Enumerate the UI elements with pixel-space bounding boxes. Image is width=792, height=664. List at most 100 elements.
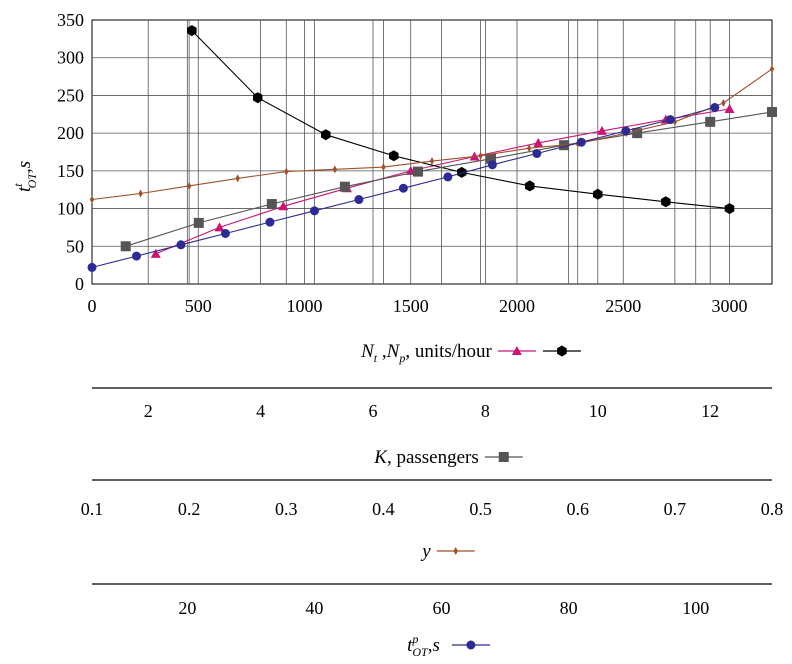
data-point-hexagon xyxy=(525,180,535,192)
x-tick-label-nt: 2500 xyxy=(605,296,641,316)
data-point-hexagon xyxy=(724,203,735,215)
data-point-circle xyxy=(265,217,275,227)
data-point-circle xyxy=(576,137,586,147)
data-point-circle xyxy=(220,228,230,238)
x-axis-label-y: y xyxy=(420,541,431,562)
x-axis-label-tp: tp OT,s xyxy=(407,632,440,659)
x-tick-label-k: 2 xyxy=(144,401,153,421)
x-tick-label-y: 0.3 xyxy=(275,499,298,519)
x-tick-label-tp: 20 xyxy=(178,598,196,618)
y-tick-label: 350 xyxy=(57,10,84,30)
data-point-triangle xyxy=(150,248,161,258)
x-tick-label-y: 0.7 xyxy=(664,499,687,519)
data-point-hexagon xyxy=(661,196,671,208)
x-tick-label-nt: 500 xyxy=(185,296,212,316)
data-point-diamond xyxy=(453,547,458,555)
x-tick-label-y: 0.6 xyxy=(566,499,589,519)
data-point-diamond xyxy=(235,174,240,183)
x-tick-label-y: 0.8 xyxy=(761,499,784,519)
x-tick-label-k: 6 xyxy=(368,401,377,421)
data-point-triangle xyxy=(533,137,544,147)
x-tick-label-nt: 1000 xyxy=(287,296,323,316)
y-tick-label: 50 xyxy=(66,236,84,256)
data-point-circle xyxy=(621,126,631,136)
series-line-triangle xyxy=(155,108,730,255)
data-point-square xyxy=(632,128,643,139)
x-tick-label-nt: 1500 xyxy=(393,296,429,316)
grid-lines xyxy=(92,20,772,284)
data-point-circle xyxy=(665,115,675,125)
data-point-triangle xyxy=(724,104,735,114)
data-point-hexagon xyxy=(187,25,197,37)
data-point-triangle xyxy=(214,222,225,232)
data-point-square xyxy=(412,166,423,177)
data-point-diamond xyxy=(332,165,338,174)
x-tick-label-nt: 2000 xyxy=(499,296,535,316)
y-tick-label: 150 xyxy=(57,161,84,181)
data-point-circle xyxy=(87,262,97,272)
data-point-circle xyxy=(466,640,476,650)
data-point-circle xyxy=(354,195,364,205)
x-tick-label-k: 8 xyxy=(481,401,490,421)
x-tick-label-k: 12 xyxy=(701,401,719,421)
y-tick-label: 250 xyxy=(57,85,84,105)
data-point-hexagon xyxy=(321,129,331,141)
y-tick-label: 200 xyxy=(57,123,84,143)
data-point-triangle xyxy=(278,201,289,211)
data-point-diamond xyxy=(478,151,483,160)
data-point-triangle xyxy=(597,125,607,135)
series-line-square xyxy=(125,111,773,247)
x-tick-label-k: 10 xyxy=(589,401,607,421)
x-tick-label-tp: 40 xyxy=(305,598,323,618)
x-tick-label-y: 0.2 xyxy=(178,499,201,519)
y-tick-label: 100 xyxy=(57,199,84,219)
data-point-diamond xyxy=(381,163,386,172)
data-point-hexagon xyxy=(457,166,467,178)
x-tick-label-nt: 3000 xyxy=(712,296,748,316)
data-point-circle xyxy=(487,160,497,170)
x-tick-label-k: 4 xyxy=(256,401,265,421)
data-point-circle xyxy=(176,240,186,250)
data-point-square xyxy=(120,241,131,252)
x-tick-label-y: 0.5 xyxy=(469,499,492,519)
data-point-square xyxy=(767,107,777,118)
x-tick-label-tp: 60 xyxy=(433,598,451,618)
y-tick-label: 300 xyxy=(57,48,84,68)
data-point-diamond xyxy=(526,144,532,153)
series-diamond xyxy=(89,65,775,204)
x-tick-label-nt: 0 xyxy=(88,296,97,316)
data-point-hexagon xyxy=(253,92,263,104)
data-point-square xyxy=(486,153,497,164)
data-point-hexagon xyxy=(593,188,603,200)
x-tick-label-y: 0.4 xyxy=(372,499,395,519)
data-point-square xyxy=(705,116,716,127)
series-hexagon xyxy=(187,25,735,215)
data-point-diamond xyxy=(769,65,775,74)
data-point-hexagon xyxy=(389,150,399,162)
data-point-hexagon xyxy=(557,345,567,357)
data-point-circle xyxy=(532,149,542,159)
x-tick-label-y: 0.1 xyxy=(81,499,104,519)
x-axis-label-nt: Nt ,Np, units/hour xyxy=(360,341,492,365)
x-axis-label-k: K, passengers xyxy=(373,447,479,468)
data-point-square xyxy=(339,181,350,192)
x-tick-label-tp: 80 xyxy=(560,598,578,618)
data-point-diamond xyxy=(138,189,143,198)
data-point-square xyxy=(266,199,277,210)
x-tick-label-tp: 100 xyxy=(682,598,709,618)
data-point-diamond xyxy=(429,157,435,166)
data-point-diamond xyxy=(186,181,192,190)
data-point-circle xyxy=(443,172,453,182)
y-axis-label: ttOT,s xyxy=(11,161,39,192)
data-point-circle xyxy=(309,206,319,216)
plot-area xyxy=(91,19,773,285)
data-point-square xyxy=(193,217,204,228)
series-circle xyxy=(87,102,720,272)
data-point-circle xyxy=(710,102,720,112)
data-point-diamond xyxy=(89,195,95,204)
y-tick-label: 0 xyxy=(75,274,84,294)
data-point-circle xyxy=(131,251,141,261)
data-point-triangle xyxy=(511,346,522,355)
data-point-circle xyxy=(398,183,408,193)
